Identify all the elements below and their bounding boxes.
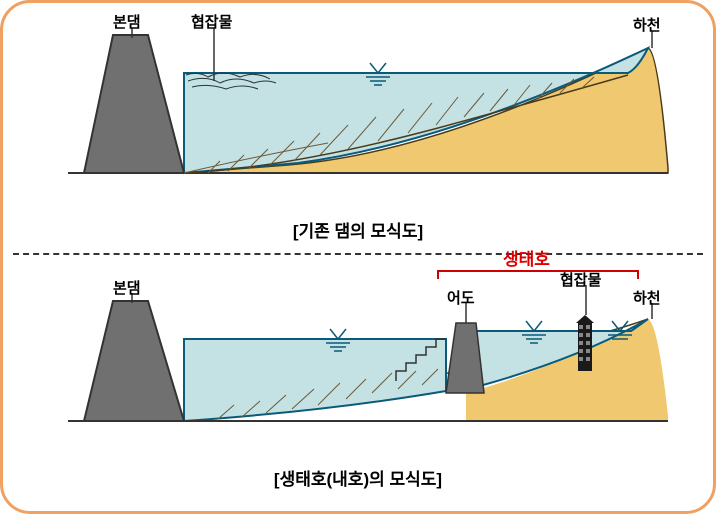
bottom-diagram: [생태호(내호)의 모식도] 본댐 어도 협잡물 하천 생태호 <box>3 261 713 490</box>
label-river-top: 하천 <box>633 14 661 35</box>
bottom-caption: [생태호(내호)의 모식도] <box>3 465 713 490</box>
label-dam-top: 본댐 <box>113 11 141 32</box>
label-debris-bot: 협잡물 <box>560 269 601 290</box>
main-dam <box>84 35 184 173</box>
gabion-structure <box>576 315 594 371</box>
label-ecolake-red: 생태호 <box>503 245 550 270</box>
main-dam-2 <box>84 301 184 421</box>
label-fishway: 어도 <box>447 287 475 308</box>
label-dam-bot: 본댐 <box>113 277 141 298</box>
label-river-bot: 하천 <box>633 287 661 308</box>
label-debris-top: 협잡물 <box>191 11 232 32</box>
top-caption: [기존 댐의 모식도] <box>3 217 713 242</box>
ecolake-bracket <box>438 271 638 279</box>
diagram-container: [기존 댐의 모식도] 본댐 협잡물 하천 <box>0 0 716 514</box>
top-diagram: [기존 댐의 모식도] 본댐 협잡물 하천 <box>3 13 713 242</box>
divider-line <box>13 253 703 255</box>
